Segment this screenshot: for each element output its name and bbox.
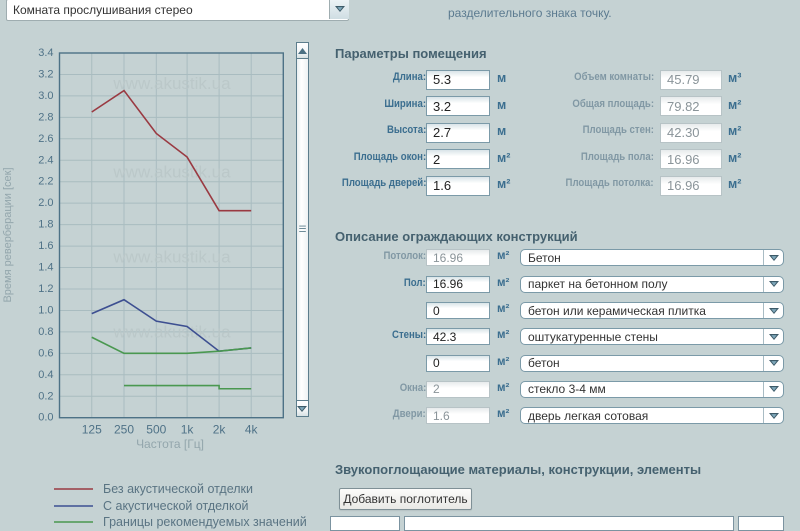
svg-text:4k: 4k — [245, 423, 259, 437]
svg-text:3.4: 3.4 — [38, 47, 53, 59]
svg-text:0.2: 0.2 — [38, 390, 53, 402]
svg-text:250: 250 — [114, 423, 134, 437]
svg-text:2.2: 2.2 — [38, 176, 53, 188]
svg-text:www.akustik.ua: www.akustik.ua — [112, 248, 231, 267]
svg-text:1.0: 1.0 — [38, 304, 53, 316]
svg-text:2k: 2k — [213, 423, 227, 437]
svg-text:0.0: 0.0 — [38, 412, 53, 424]
svg-text:2.6: 2.6 — [38, 133, 53, 145]
svg-text:0.6: 0.6 — [38, 347, 53, 359]
svg-text:500: 500 — [146, 423, 166, 437]
svg-text:3.2: 3.2 — [38, 68, 53, 80]
svg-text:Время реверберации [сек]: Время реверберации [сек] — [2, 167, 14, 302]
svg-text:Частота [Гц]: Частота [Гц] — [136, 437, 204, 451]
svg-text:2.4: 2.4 — [38, 154, 53, 166]
svg-text:www.akustik.ua: www.akustik.ua — [112, 323, 231, 342]
svg-text:www.akustik.ua: www.akustik.ua — [112, 74, 231, 93]
svg-text:1.6: 1.6 — [38, 240, 53, 252]
svg-text:Без акустической отделки: Без акустической отделки — [103, 482, 253, 496]
svg-text:0.8: 0.8 — [38, 326, 53, 338]
svg-text:www.akustik.ua: www.akustik.ua — [112, 163, 231, 182]
svg-text:С акустической отделкой: С акустической отделкой — [103, 499, 249, 513]
svg-text:1k: 1k — [181, 423, 195, 437]
svg-text:3.0: 3.0 — [38, 90, 53, 102]
svg-text:125: 125 — [82, 423, 102, 437]
svg-text:1.8: 1.8 — [38, 219, 53, 231]
svg-text:2.8: 2.8 — [38, 111, 53, 123]
svg-text:Границы рекомендуемых значений: Границы рекомендуемых значений — [103, 515, 307, 529]
svg-text:1.2: 1.2 — [38, 283, 53, 295]
svg-text:2.0: 2.0 — [38, 197, 53, 209]
svg-text:1.4: 1.4 — [38, 262, 53, 274]
svg-text:0.4: 0.4 — [38, 369, 53, 381]
